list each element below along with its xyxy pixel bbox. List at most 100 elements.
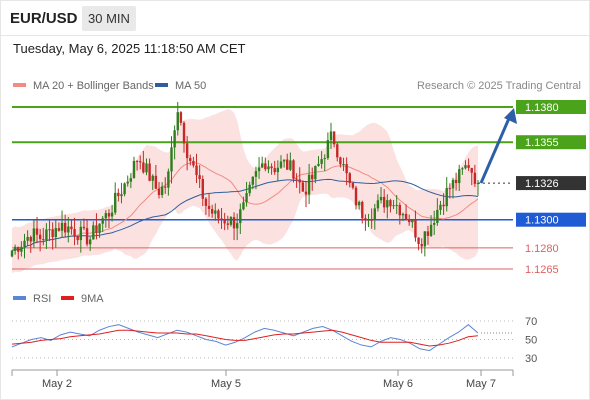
price-level-labels: 1.1380 1.1355 1.1326 1.1300 1.1280 1.1265: [516, 100, 586, 276]
candle-body: [304, 191, 308, 195]
candle-body: [254, 171, 258, 177]
candle-body: [351, 182, 355, 188]
candle-body: [173, 130, 176, 148]
candle-body: [458, 169, 461, 184]
candle-body: [248, 184, 251, 194]
candles: [10, 102, 480, 260]
candle-body: [145, 163, 148, 173]
candle-body: [464, 165, 467, 169]
level-label-1.1265: 1.1265: [525, 264, 559, 276]
level-box-1.1355: [516, 135, 586, 150]
candle-body: [114, 192, 117, 213]
candle-body: [373, 208, 376, 221]
candle-body: [88, 239, 92, 245]
candle-body: [82, 226, 86, 229]
rsi-tick-50: 50: [525, 335, 537, 347]
candle-body: [476, 183, 480, 185]
timeframe-badge[interactable]: 30 MIN: [82, 6, 136, 31]
candle-body: [467, 165, 470, 168]
candle-body: [298, 179, 301, 183]
candle-body: [32, 228, 36, 242]
candle-body: [401, 213, 405, 216]
candle-body: [110, 212, 114, 217]
candle-body: [135, 160, 139, 162]
candle-body: [336, 144, 339, 158]
candle-body: [339, 157, 342, 165]
candle-body: [342, 164, 345, 166]
candle-body: [232, 217, 236, 229]
candle-body: [132, 160, 136, 179]
candle-body: [164, 186, 167, 188]
candle-body: [126, 181, 129, 184]
legend-item-rsi: RSI: [13, 293, 51, 305]
candle-body: [157, 188, 161, 195]
candle-body: [229, 217, 233, 225]
legend-label-rsi-ma: 9MA: [81, 293, 104, 305]
candle-body: [85, 228, 89, 245]
candle-body: [461, 168, 464, 170]
candle-body: [348, 173, 351, 183]
candle-body: [276, 167, 280, 173]
candle-body: [123, 183, 126, 195]
candle-body: [210, 209, 214, 214]
legend-item-bollinger: MA 20 + Bollinger Bands: [13, 80, 154, 92]
candle-body: [448, 188, 452, 190]
datetime-label: Tuesday, May 6, 2025 11:18:50 AM CET: [13, 41, 246, 56]
candle-body: [167, 171, 170, 188]
candle-body: [217, 210, 220, 219]
candle-body: [445, 188, 448, 207]
x-tick-label: May 7: [466, 378, 496, 390]
candle-body: [273, 168, 276, 173]
candle-body: [195, 165, 198, 176]
candle-body: [242, 202, 245, 210]
candle-body: [311, 174, 314, 180]
candle-body: [404, 213, 408, 220]
candle-body: [70, 226, 73, 230]
candle-body: [439, 204, 442, 210]
candle-body: [60, 222, 64, 231]
legend-item-rsi-ma: 9MA: [61, 293, 104, 305]
candle-body: [426, 231, 430, 236]
arrow-head: [504, 108, 517, 124]
candle-body: [45, 229, 48, 241]
price-levels: [12, 106, 513, 270]
candle-body: [329, 131, 333, 141]
candle-body: [54, 228, 57, 238]
candle-body: [117, 192, 120, 197]
candle-body: [223, 219, 226, 224]
candle-body: [235, 223, 239, 229]
legend-swatch-ma50: [155, 83, 168, 88]
candle-body: [367, 219, 370, 221]
candle-body: [20, 246, 23, 252]
candle-body: [436, 209, 439, 223]
candle-body: [379, 196, 383, 201]
candle-body: [345, 164, 348, 174]
level-box-1.1300: [516, 212, 586, 227]
candle-body: [207, 205, 211, 210]
candle-body: [251, 176, 255, 185]
candle-body: [160, 186, 164, 195]
candle-body: [398, 204, 402, 216]
legend-swatch-rsi-ma: [61, 296, 74, 301]
candle-body: [189, 158, 192, 161]
level-box-1.1326: [516, 176, 586, 191]
rsi-panel: 70 50 30: [11, 316, 537, 365]
candle-body: [185, 143, 189, 159]
candle-body: [142, 162, 145, 173]
candle-body: [370, 219, 373, 221]
candle-body: [239, 209, 242, 224]
candle-body: [73, 229, 76, 237]
candle-body: [332, 131, 336, 145]
candle-body: [79, 226, 83, 241]
candle-body: [407, 219, 411, 223]
candle-body: [361, 201, 364, 219]
legend-swatch-rsi: [13, 296, 26, 301]
candle-body: [29, 236, 32, 242]
candle-body: [282, 159, 286, 162]
legend-label-ma50: MA 50: [175, 80, 207, 92]
candle-body: [17, 246, 20, 252]
candle-body: [120, 194, 123, 197]
candle-body: [429, 224, 433, 236]
candle-body: [389, 200, 392, 207]
arrow-shaft: [479, 115, 512, 184]
